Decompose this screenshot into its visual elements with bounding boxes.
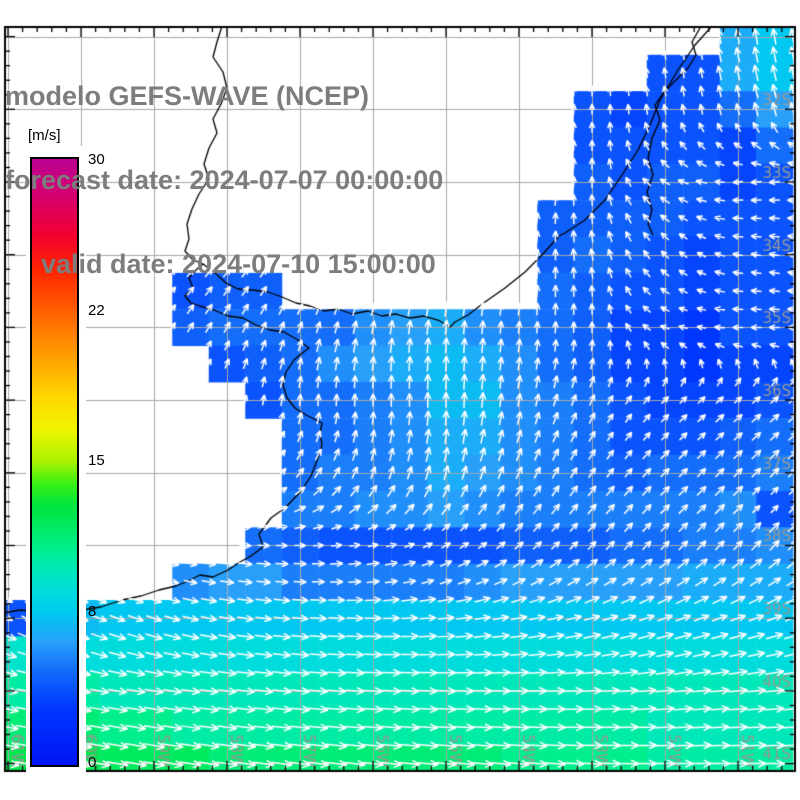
- colorbar-frame: [30, 157, 79, 767]
- colorbar-tick-label: 22: [88, 302, 105, 319]
- colorbar-unit-label: [m/s]: [28, 127, 61, 144]
- colorbar-tick-label: 15: [88, 452, 105, 469]
- colorbar-tick-label: 8: [88, 603, 97, 620]
- colorbar-tick-label: 0: [88, 754, 97, 771]
- valid-date-line: valid date: 2024-07-10 15:00:00: [41, 249, 436, 279]
- model-title: modelo GEFS-WAVE (NCEP): [5, 81, 370, 111]
- forecast-date-line: forecast date: 2024-07-07 00:00:00: [5, 165, 444, 195]
- colorbar-gradient: [32, 159, 77, 765]
- title-block: modelo GEFS-WAVE (NCEP) forecast date: 2…: [5, 26, 443, 334]
- colorbar-tick-label: 30: [88, 151, 105, 168]
